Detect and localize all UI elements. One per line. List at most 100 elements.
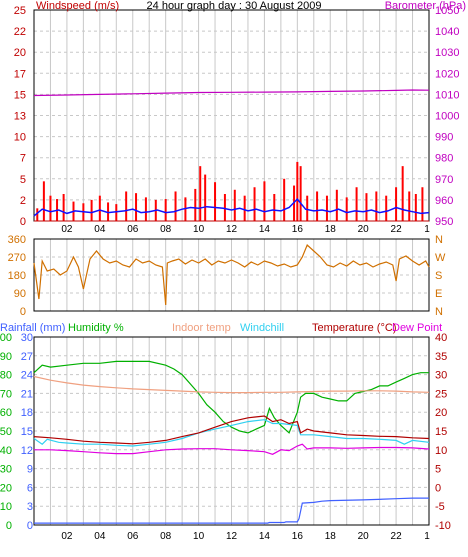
time-tick-label: 22	[391, 531, 403, 542]
direction-tick-label: 180	[8, 270, 26, 282]
time-tick-label: 10	[193, 531, 205, 542]
time-tick-label: 20	[358, 531, 370, 542]
rainfall-tick-label: 30	[21, 332, 33, 344]
barometer-line	[33, 89, 430, 97]
barometer-tick-label: 990	[435, 132, 453, 144]
barometer-tick-label: 970	[435, 174, 453, 186]
day-end-marker: 1	[424, 531, 430, 542]
compass-tick-label: S	[435, 270, 442, 282]
rainfall-tick-label: 27	[21, 351, 33, 363]
humidity-tick-label: 100	[0, 332, 12, 344]
humidity-tick-label: 20	[0, 482, 12, 494]
rainfall-line	[34, 497, 429, 524]
time-tick-label: 08	[160, 224, 172, 235]
humidity-tick-label: 70	[0, 388, 12, 400]
rainfall-tick-label: 6	[27, 482, 33, 494]
legend-dew-point: Dew Point	[392, 322, 442, 334]
time-tick-label: 10	[193, 224, 205, 235]
time-tick-label: 18	[325, 224, 337, 235]
windspeed-tick-label: 17	[14, 68, 26, 80]
temperature-tick-label: 35	[435, 351, 447, 363]
rainfall-tick-label: 15	[21, 426, 33, 438]
barometer-tick-label: 1050	[435, 5, 459, 17]
temperature-tick-label: 30	[435, 370, 447, 382]
barometer-tick-label: 1030	[435, 47, 459, 59]
time-tick-label: 08	[160, 531, 172, 542]
windspeed-tick-label: 15	[14, 89, 26, 101]
time-tick-label: 22	[391, 224, 403, 235]
compass-tick-label: W	[435, 252, 446, 264]
temperature-tick-label: 0	[435, 482, 441, 494]
windspeed-axis-label: Windspeed (m/s)	[36, 0, 119, 12]
windspeed-tick-label: 7	[20, 153, 26, 165]
time-tick-label: 20	[358, 224, 370, 235]
temperature-tick-label: 25	[435, 388, 447, 400]
time-tick-label: 14	[259, 224, 271, 235]
direction-panel-frame	[33, 238, 430, 312]
humidity-tick-label: 80	[0, 370, 12, 382]
barometer-tick-label: 980	[435, 153, 453, 165]
direction-tick-label: 360	[8, 234, 26, 246]
humidity-tick-label: 0	[6, 520, 12, 532]
dew-point-line	[34, 443, 430, 455]
humidity-tick-label: 40	[0, 445, 12, 457]
legend-humidity: Humidity %	[68, 322, 124, 334]
time-tick-label: 04	[94, 224, 106, 235]
windspeed-tick-label: 2	[20, 195, 26, 207]
legend-temperature: Temperature (°C)	[312, 322, 396, 334]
humidity-tick-label: 50	[0, 426, 12, 438]
temperature-tick-label: 15	[435, 426, 447, 438]
temp-panel-frame	[33, 336, 430, 526]
legend-indoor-temp: Indoor temp	[172, 322, 231, 334]
barometer-tick-label: 950	[435, 216, 453, 228]
time-tick-label: 16	[292, 224, 304, 235]
time-tick-label: 14	[259, 531, 271, 542]
windspeed-tick-label: 0	[20, 216, 26, 228]
rainfall-tick-label: 18	[21, 407, 33, 419]
rainfall-tick-label: 3	[27, 501, 33, 513]
direction-tick-label: 0	[20, 306, 26, 318]
windchill-line	[33, 419, 430, 447]
barometer-axis-label: Barometer (hPa)	[385, 0, 466, 12]
windspeed-tick-label: 20	[14, 47, 26, 59]
barometer-tick-label: 1020	[435, 68, 459, 80]
compass-tick-label: E	[435, 288, 442, 300]
rainfall-tick-label: 21	[21, 388, 33, 400]
indoor-temp-line	[33, 375, 430, 394]
rainfall-tick-label: 9	[27, 464, 33, 476]
temperature-tick-label: -10	[435, 520, 451, 532]
time-tick-label: 16	[292, 531, 304, 542]
rainfall-tick-label: 24	[21, 370, 33, 382]
direction-tick-label: 90	[14, 288, 26, 300]
humidity-tick-label: 90	[0, 351, 12, 363]
temperature-tick-label: 10	[435, 445, 447, 457]
time-tick-label: 04	[94, 531, 106, 542]
wind-direction-line	[33, 243, 430, 306]
windspeed-tick-label: 22	[14, 26, 26, 38]
temperature-line	[33, 415, 430, 445]
barometer-tick-label: 1010	[435, 89, 459, 101]
time-tick-label: 02	[61, 224, 73, 235]
humidity-tick-label: 30	[0, 464, 12, 476]
time-tick-label: 12	[226, 224, 238, 235]
day-end-marker: 1	[424, 224, 430, 235]
temperature-tick-label: 20	[435, 407, 447, 419]
compass-tick-label: N	[435, 306, 443, 318]
humidity-line	[33, 360, 429, 434]
windspeed-tick-label: 13	[14, 111, 26, 123]
rainfall-tick-label: 0	[27, 520, 33, 532]
windspeed-tick-label: 5	[20, 174, 26, 186]
legend-windchill: Windchill	[240, 322, 284, 334]
legend-rainfall: Rainfall (mm)	[0, 322, 65, 334]
temperature-tick-label: 5	[435, 464, 441, 476]
compass-tick-label: N	[435, 234, 443, 246]
wind-average-line	[33, 197, 430, 217]
temperature-tick-label: -5	[435, 501, 445, 513]
chart-title: 24 hour graph day : 30 August 2009	[147, 0, 322, 12]
barometer-tick-label: 1000	[435, 111, 459, 123]
rainfall-tick-label: 12	[21, 445, 33, 457]
windspeed-tick-label: 10	[14, 132, 26, 144]
time-tick-label: 18	[325, 531, 337, 542]
time-tick-label: 06	[127, 224, 139, 235]
humidity-tick-label: 60	[0, 407, 12, 419]
